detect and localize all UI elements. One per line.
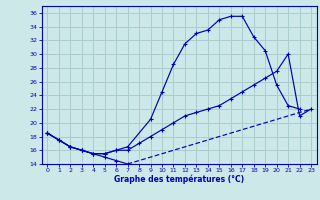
- X-axis label: Graphe des températures (°C): Graphe des températures (°C): [114, 175, 244, 184]
